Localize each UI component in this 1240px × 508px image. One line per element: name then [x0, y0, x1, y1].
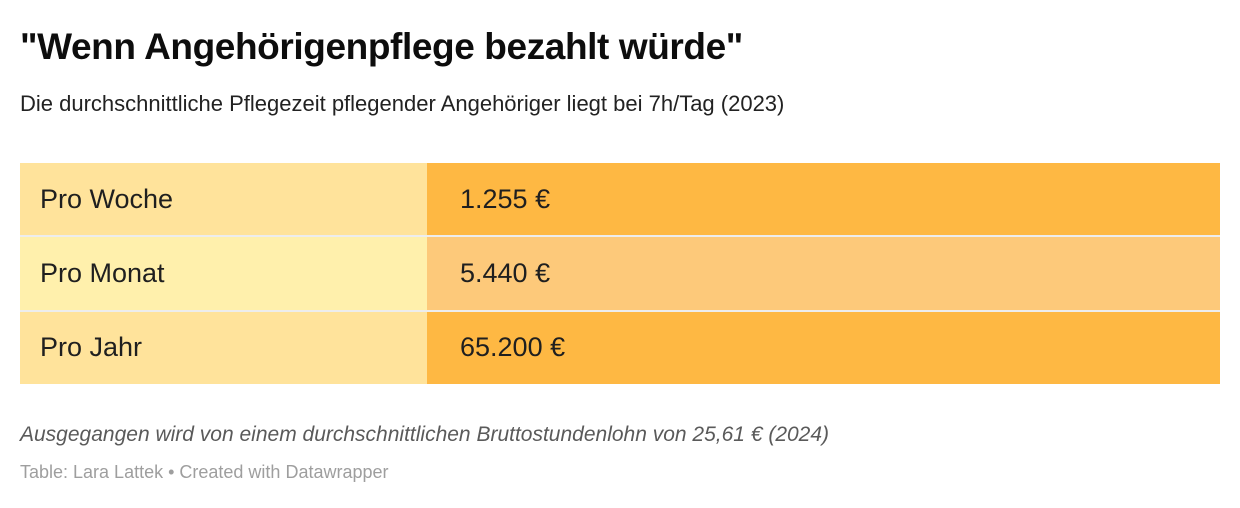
table-row: Pro Woche 1.255 €: [20, 163, 1220, 236]
table-row: Pro Monat 5.440 €: [20, 235, 1220, 310]
footnote: Ausgegangen wird von einem durchschnittl…: [20, 423, 830, 446]
credit-line: Table: Lara Lattek • Created with Datawr…: [20, 462, 389, 482]
data-table: Pro Woche 1.255 € Pro Monat 5.440 € Pro Jahr…: [20, 163, 1220, 384]
page-subtitle: Die durchschnittliche Pflegezeit pflegen…: [20, 91, 785, 116]
row-label: Pro Jahr: [20, 311, 427, 384]
row-value: 65.200 €: [427, 311, 1220, 384]
table-row: Pro Jahr 65.200 €: [20, 309, 1220, 384]
row-label: Pro Monat: [20, 237, 427, 310]
row-value: 5.440 €: [427, 237, 1220, 310]
row-label: Pro Woche: [20, 163, 427, 236]
page-title: "Wenn Angehörigenpflege bezahlt würde": [20, 26, 743, 67]
row-value: 1.255 €: [427, 163, 1220, 236]
